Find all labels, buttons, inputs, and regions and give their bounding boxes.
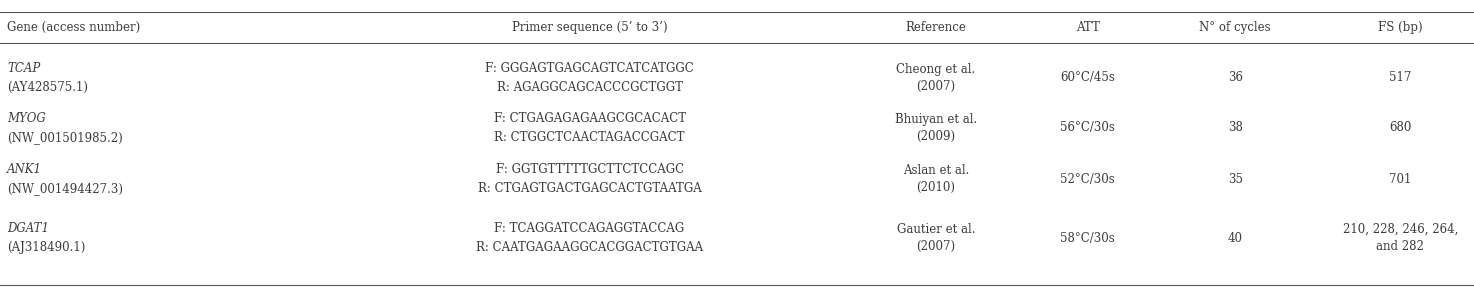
Text: (AJ318490.1): (AJ318490.1) <box>7 241 85 254</box>
Text: Bhuiyan et al.
(2009): Bhuiyan et al. (2009) <box>895 113 977 143</box>
Text: F: GGTGTTTTTGCTTCTCCAGC: F: GGTGTTTTTGCTTCTCCAGC <box>495 163 684 176</box>
Text: 517: 517 <box>1389 71 1412 84</box>
Text: F: GGGAGTGAGCAGTCATCATGGC: F: GGGAGTGAGCAGTCATCATGGC <box>485 62 694 75</box>
Text: (NW_001494427.3): (NW_001494427.3) <box>7 182 124 196</box>
Text: ANK1: ANK1 <box>7 163 43 176</box>
Text: R: AGAGGCAGCACCCGCTGGT: R: AGAGGCAGCACCCGCTGGT <box>497 81 682 94</box>
Text: Primer sequence (5’ to 3’): Primer sequence (5’ to 3’) <box>511 21 668 34</box>
Text: 40: 40 <box>1228 232 1243 245</box>
Text: R: CTGAGTGACTGAGCACTGTAATGA: R: CTGAGTGACTGAGCACTGTAATGA <box>478 182 702 196</box>
Text: 701: 701 <box>1389 173 1412 186</box>
Text: R: CAATGAGAAGGCACGGACTGTGAA: R: CAATGAGAAGGCACGGACTGTGAA <box>476 241 703 254</box>
Text: 38: 38 <box>1228 121 1243 134</box>
Text: (NW_001501985.2): (NW_001501985.2) <box>7 131 124 144</box>
Text: 36: 36 <box>1228 71 1243 84</box>
Text: R: CTGGCTCAACTAGACCGACT: R: CTGGCTCAACTAGACCGACT <box>494 131 685 144</box>
Text: Gautier et al.
(2007): Gautier et al. (2007) <box>896 223 976 253</box>
Text: TCAP: TCAP <box>7 62 41 75</box>
Text: 52°C/30s: 52°C/30s <box>1060 173 1116 186</box>
Text: MYOG: MYOG <box>7 112 46 125</box>
Text: 210, 228, 246, 264,
and 282: 210, 228, 246, 264, and 282 <box>1343 223 1458 253</box>
Text: Reference: Reference <box>905 21 967 34</box>
Text: N° of cycles: N° of cycles <box>1200 21 1271 34</box>
Text: ATT: ATT <box>1076 21 1100 34</box>
Text: 35: 35 <box>1228 173 1243 186</box>
Text: 60°C/45s: 60°C/45s <box>1060 71 1116 84</box>
Text: 58°C/30s: 58°C/30s <box>1060 232 1116 245</box>
Text: F: CTGAGAGAGAAGCGCACACT: F: CTGAGAGAGAAGCGCACACT <box>494 112 685 125</box>
Text: 680: 680 <box>1389 121 1412 134</box>
Text: Gene (access number): Gene (access number) <box>7 21 140 34</box>
Text: F: TCAGGATCCAGAGGTACCAG: F: TCAGGATCCAGAGGTACCAG <box>494 222 685 235</box>
Text: FS (bp): FS (bp) <box>1378 21 1422 34</box>
Text: Aslan et al.
(2010): Aslan et al. (2010) <box>902 164 970 194</box>
Text: DGAT1: DGAT1 <box>7 222 49 235</box>
Text: Cheong et al.
(2007): Cheong et al. (2007) <box>896 63 976 93</box>
Text: (AY428575.1): (AY428575.1) <box>7 81 88 94</box>
Text: 56°C/30s: 56°C/30s <box>1060 121 1116 134</box>
